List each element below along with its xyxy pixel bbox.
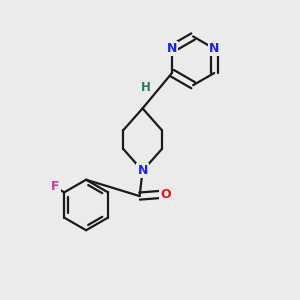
Text: N: N [137, 164, 148, 177]
Text: F: F [51, 180, 60, 193]
Text: H: H [140, 81, 150, 94]
Text: N: N [209, 42, 219, 55]
Text: O: O [160, 188, 171, 201]
Text: N: N [167, 42, 177, 55]
